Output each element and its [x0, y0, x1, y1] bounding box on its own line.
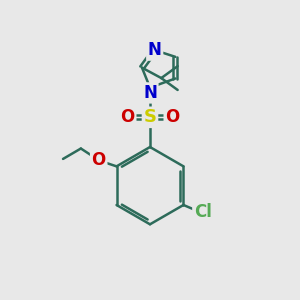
Text: S: S — [143, 108, 157, 126]
Text: O: O — [165, 108, 179, 126]
Text: N: N — [143, 84, 157, 102]
Text: O: O — [121, 108, 135, 126]
Text: N: N — [148, 41, 162, 59]
Text: Cl: Cl — [194, 203, 212, 221]
Text: O: O — [92, 152, 106, 169]
